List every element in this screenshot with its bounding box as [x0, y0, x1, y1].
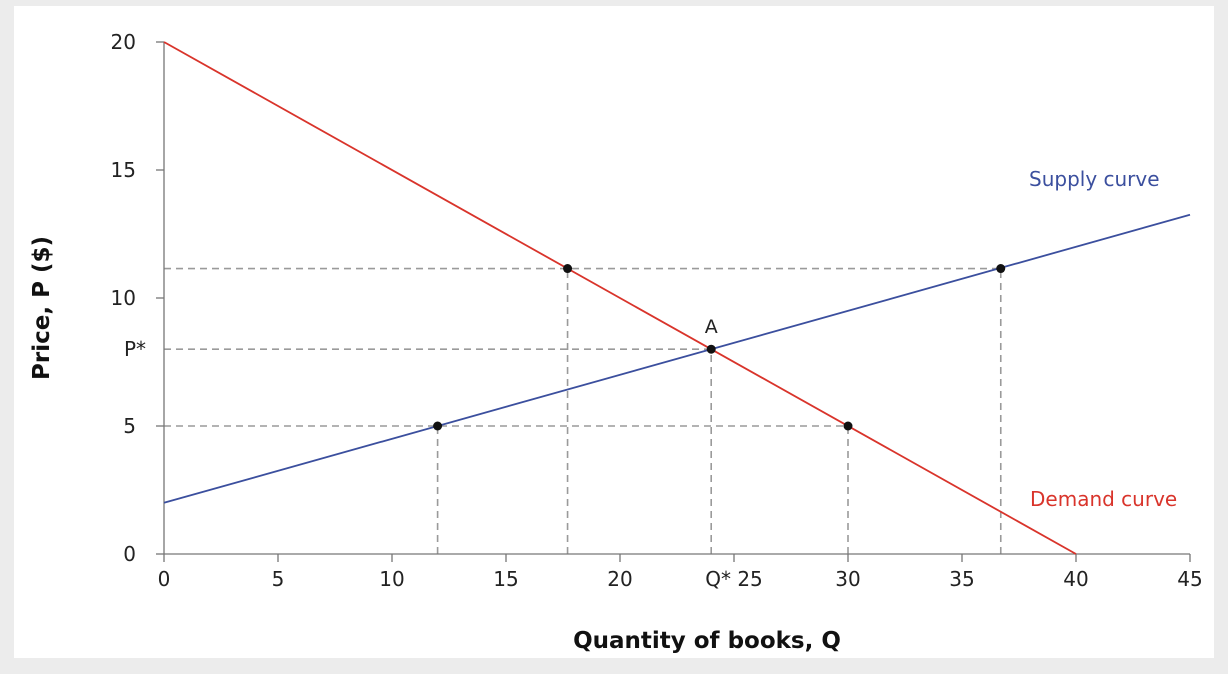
data-point	[433, 421, 443, 431]
ticks: 0 5 10 15 20 Q* 25 30 35 40 45 0 5 10 15 20	[111, 30, 1203, 591]
x-tick-label: 35	[949, 567, 974, 591]
chart-frame: 0 5 10 15 20 Q* 25 30 35 40 45 0 5 10 15 20 Supply cur…	[14, 6, 1214, 658]
x-tick-label: 10	[379, 567, 404, 591]
reference-lines	[164, 267, 1002, 554]
axes	[163, 42, 1190, 555]
y-tick-label: 5	[123, 414, 136, 438]
y-tick-label: 15	[111, 158, 136, 182]
point-label: A	[705, 316, 718, 338]
data-point	[843, 421, 853, 431]
demand-curve-line	[163, 41, 1077, 555]
x-axis-title: Quantity of books, Q	[573, 628, 841, 654]
x-tick-label: Q* 25	[705, 567, 763, 591]
supply-demand-chart: 0 5 10 15 20 Q* 25 30 35 40 45 0 5 10 15 20 Supply cur…	[29, 30, 1203, 654]
x-tick-label: 20	[607, 567, 632, 591]
data-point	[996, 264, 1006, 274]
supply-curve-label: Supply curve	[1029, 167, 1160, 191]
labels: Quantity of books, Q Price, P ($)	[29, 236, 841, 654]
x-tick-label: 0	[158, 567, 171, 591]
y-tick-label: 10	[111, 286, 136, 310]
x-tick-label: 45	[1177, 567, 1202, 591]
y-axis-title: Price, P ($)	[29, 236, 55, 380]
points: A P*	[124, 264, 1006, 431]
data-point	[563, 264, 573, 274]
equilibrium-price-label: P*	[124, 337, 146, 361]
supply-curve-line	[163, 213, 1191, 504]
demand-curve-label: Demand curve	[1030, 487, 1177, 511]
data-point	[706, 344, 716, 354]
curves: Supply curve Demand curve	[163, 41, 1191, 555]
x-tick-label: 40	[1063, 567, 1088, 591]
x-tick-label: 15	[493, 567, 518, 591]
y-tick-label: 20	[111, 30, 136, 54]
x-tick-label: 5	[272, 567, 285, 591]
y-tick-label: 0	[123, 542, 136, 566]
x-tick-label: 30	[835, 567, 860, 591]
